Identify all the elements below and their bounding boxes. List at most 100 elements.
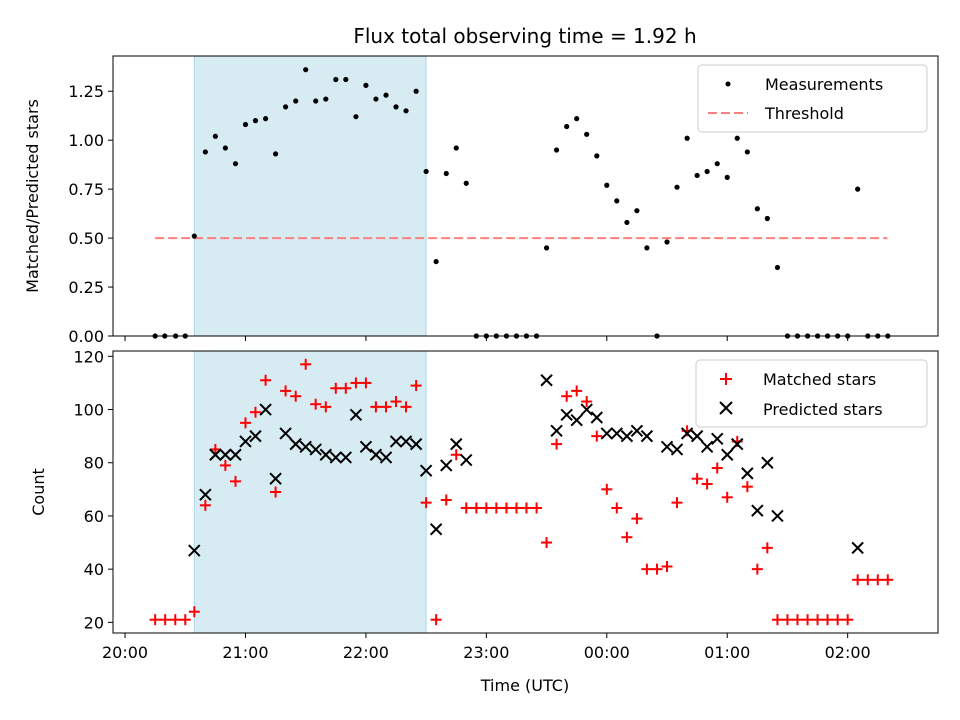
matched-star-point (531, 502, 543, 514)
measurement-point (463, 180, 469, 186)
matched-star-point (641, 563, 653, 575)
measurement-point (734, 135, 740, 141)
measurement-point (644, 245, 650, 251)
legend-label-threshold: Threshold (764, 104, 844, 123)
matched-star-point (812, 614, 824, 626)
matched-star-point (430, 614, 442, 626)
bottom-y-axis-label: Count (29, 468, 48, 516)
measurement-point (383, 92, 389, 98)
predicted-star-point (600, 427, 614, 440)
predicted-star-point (560, 408, 573, 422)
predicted-star-point (741, 467, 754, 480)
measurement-point (353, 114, 359, 120)
measurement-point (363, 82, 369, 88)
predicted-star-point (721, 448, 734, 461)
bottom-y-tick-label: 100 (73, 401, 104, 420)
matched-star-point (219, 459, 231, 471)
predicted-star-point (570, 413, 583, 427)
measurement-point (333, 76, 339, 83)
bottom-y-tick-label: 20 (84, 613, 104, 632)
predicted-star-point (590, 411, 604, 424)
predicted-star-point (249, 429, 262, 443)
measurement-point (754, 206, 760, 212)
predicted-star-point (209, 448, 222, 461)
measurement-point (453, 145, 459, 151)
matched-star-point (340, 382, 352, 394)
predicted-stars-series (188, 374, 864, 557)
bottom-y-tick-label: 120 (73, 347, 104, 366)
predicted-star-point (279, 427, 292, 440)
bottom-axes-frame (112, 350, 939, 634)
measurement-point (634, 208, 640, 214)
measurement-point (714, 161, 720, 167)
matched-star-point (510, 502, 522, 514)
legend-marker-matched (720, 373, 732, 385)
matched-star-point (480, 502, 492, 514)
matched-star-point (771, 614, 783, 626)
measurement-point (242, 121, 249, 128)
bottom-y-axis-ticks: 20 40 60 80 100 120 (73, 347, 113, 632)
top-y-tick-label: 0.50 (68, 229, 104, 248)
matched-star-point (631, 513, 643, 525)
matched-star-point (822, 614, 834, 626)
matched-star-point (611, 502, 623, 514)
matched-star-point (420, 497, 432, 509)
predicted-star-point (389, 435, 403, 448)
predicted-star-point (379, 451, 393, 464)
measurement-point (574, 116, 580, 122)
predicted-star-point (460, 453, 473, 467)
predicted-star-point (409, 437, 423, 451)
measurement-point (543, 245, 550, 251)
measurement-point (282, 104, 289, 110)
matched-star-point (872, 574, 884, 586)
measurement-point (232, 161, 239, 167)
top-axes-frame (112, 55, 939, 337)
matched-star-point (229, 475, 241, 487)
matched-star-point (239, 417, 251, 429)
predicted-star-point (259, 403, 272, 416)
predicted-star-point (771, 509, 784, 523)
matched-star-point (651, 563, 663, 575)
matched-star-point (169, 614, 181, 626)
measurement-point (222, 145, 228, 151)
matched-star-point (330, 382, 342, 394)
measurement-point (564, 123, 570, 130)
bottom-panel: 20 40 60 80 100 120 20:00 21:00 22:00 23:00 00:00… (29, 347, 939, 695)
measurement-point (604, 182, 610, 188)
matched-star-point (460, 502, 472, 514)
predicted-star-point (359, 440, 373, 453)
matched-star-point (360, 377, 372, 389)
top-legend-box (697, 64, 928, 133)
top-panel: 0.00 0.25 0.50 0.75 1.00 1.25 Matched/Predict… (23, 55, 939, 346)
predicted-star-point (309, 443, 322, 456)
matched-star-point (500, 502, 512, 514)
matched-star-point (571, 385, 583, 397)
predicted-star-point (239, 435, 252, 448)
measurement-point (664, 239, 670, 245)
measurement-point (191, 233, 197, 239)
predicted-star-point (219, 448, 232, 461)
bottom-x-tick-label: 00:00 (584, 643, 630, 662)
matched-star-point (159, 614, 171, 626)
matched-star-point (711, 462, 723, 474)
bottom-legend: Matched stars Predicted stars (695, 359, 928, 428)
predicted-star-point (630, 424, 644, 438)
measurement-point (694, 172, 700, 179)
predicted-star-point (711, 432, 724, 445)
matched-star-point (561, 390, 573, 402)
matched-star-point (410, 380, 422, 392)
chart-title: Flux total observing time = 1.92 h (353, 24, 696, 48)
predicted-star-point (229, 448, 242, 461)
predicted-star-point (199, 488, 212, 501)
predicted-star-point (339, 451, 353, 464)
top-y-tick-label: 0.75 (68, 180, 104, 199)
predicted-star-point (540, 374, 553, 387)
top-y-tick-label: 1.00 (68, 131, 104, 150)
matched-star-point (741, 481, 753, 493)
matched-star-point (300, 358, 312, 370)
measurement-point (262, 116, 269, 122)
measurement-point (764, 215, 770, 222)
predicted-star-point (731, 437, 744, 451)
x-axis-label: Time (UTC) (480, 676, 569, 695)
predicted-star-point (399, 435, 413, 448)
